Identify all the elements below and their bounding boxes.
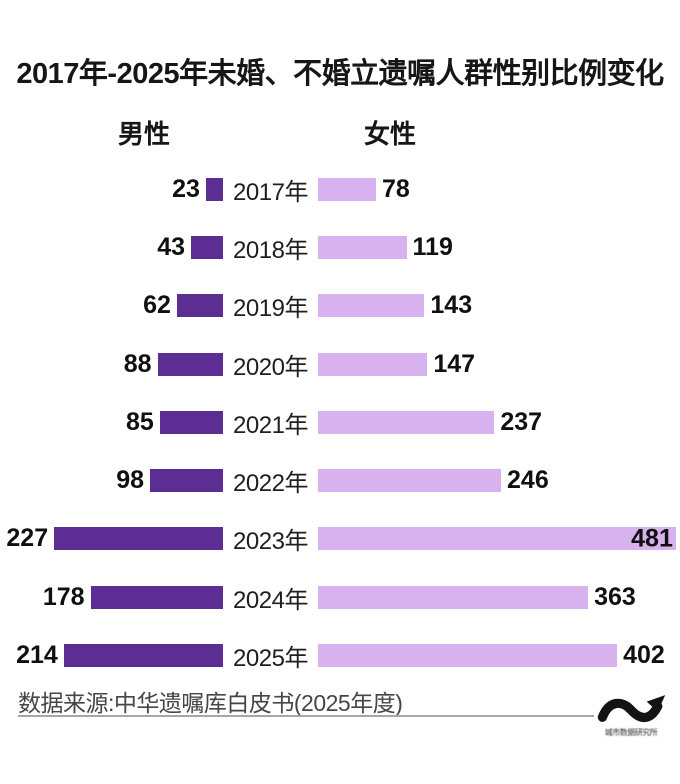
page-title: 2017年-2025年未婚、不婚立遗嘱人群性别比例变化: [16, 58, 664, 90]
year-label: 2019年: [233, 295, 308, 323]
year-label: 2022年: [233, 470, 308, 498]
female-bar: [318, 235, 407, 259]
chart-row: 178 2024年 363: [0, 568, 680, 626]
female-value-label: 481: [631, 524, 673, 553]
female-zone: 402: [318, 643, 680, 668]
male-zone: 227: [0, 526, 223, 551]
male-zone: 43: [0, 232, 223, 261]
year-label: 2023年: [233, 528, 308, 556]
male-bar: [90, 585, 223, 609]
male-bar: [63, 644, 223, 668]
female-value-label: 78: [382, 174, 410, 203]
male-zone: 178: [0, 582, 223, 611]
female-bar: 481: [318, 524, 676, 553]
legend-male-label: 男性: [118, 119, 171, 149]
male-value-label: 214: [16, 641, 58, 670]
chart-row: 214 2025年 402: [0, 626, 680, 684]
female-zone: 481: [318, 524, 680, 553]
female-bar: [318, 410, 495, 434]
male-bar: [150, 469, 223, 493]
female-bar: [318, 469, 502, 493]
male-value-label: 43: [157, 232, 186, 261]
male-zone: 85: [0, 407, 223, 436]
chart-row: 88 2020年 147: [0, 335, 680, 393]
male-bar: [205, 177, 223, 201]
legend-female-label: 女性: [364, 119, 417, 149]
male-value-label: 62: [143, 291, 171, 320]
year-label: 2020年: [233, 353, 308, 381]
female-value-label: 363: [594, 582, 636, 611]
female-value-label: 237: [500, 407, 543, 436]
watermark-text-illegible: 城市数据研究所: [604, 728, 658, 737]
year-label: 2021年: [233, 411, 308, 439]
female-zone: 147: [318, 349, 680, 378]
male-zone: 62: [0, 293, 223, 318]
chart-row: 62 2019年 143: [0, 277, 680, 335]
female-zone: 246: [318, 468, 680, 493]
female-bar: [318, 644, 618, 668]
chart-row: 85 2021年 237: [0, 393, 680, 451]
male-bar: [54, 527, 223, 551]
male-zone: 98: [0, 468, 223, 493]
female-zone: 78: [318, 174, 680, 203]
watermark: 城市数据研究所: [592, 692, 670, 738]
female-zone: 237: [318, 407, 680, 436]
male-value-label: 88: [123, 349, 152, 378]
footer-divider: [18, 715, 594, 717]
chart-rows: 23 2017年 78 43 2018年 119 62 2019年 143 88 2020年 147 8…: [0, 160, 680, 685]
chart-row: 43 2018年 119: [0, 218, 680, 276]
year-label: 2025年: [233, 645, 308, 673]
male-value-label: 85: [125, 407, 154, 436]
male-bar: [159, 410, 223, 434]
male-bar: [176, 294, 223, 318]
female-value-label: 143: [430, 291, 473, 320]
female-bar: [318, 352, 428, 376]
male-value-label: 178: [42, 582, 85, 611]
female-value-label: 402: [623, 641, 665, 670]
female-value-label: 246: [507, 466, 549, 495]
female-zone: 363: [318, 582, 680, 611]
female-zone: 143: [318, 293, 680, 318]
female-value-label: 119: [412, 232, 453, 261]
year-label: 2017年: [233, 178, 308, 206]
female-bar: [318, 294, 425, 318]
male-bar: [191, 235, 223, 259]
male-zone: 23: [0, 174, 223, 203]
chart-row: 23 2017年 78: [0, 160, 680, 218]
male-bar: [157, 352, 223, 376]
chart-row: 227 2023年 481: [0, 510, 680, 568]
year-label: 2018年: [233, 236, 308, 264]
male-value-label: 98: [116, 466, 145, 495]
male-zone: 214: [0, 643, 223, 668]
chart-row: 98 2022年 246: [0, 451, 680, 509]
female-zone: 119: [318, 232, 680, 261]
female-value-label: 147: [433, 349, 476, 378]
male-zone: 88: [0, 349, 223, 378]
male-value-label: 23: [172, 174, 200, 203]
female-bar: [318, 177, 377, 201]
wave-logo-icon: [597, 695, 666, 723]
year-label: 2024年: [233, 586, 308, 614]
male-value-label: 227: [6, 524, 49, 553]
data-source-caption: 数据来源:中华遗嘱库白皮书(2025年度): [18, 690, 403, 716]
female-bar: [318, 585, 589, 609]
